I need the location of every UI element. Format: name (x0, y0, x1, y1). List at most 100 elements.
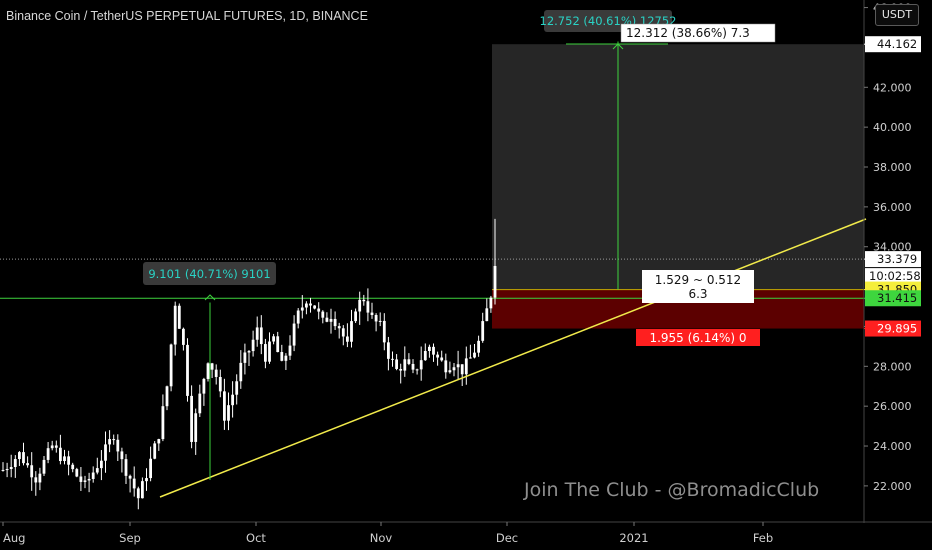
candle-body (79, 476, 83, 482)
ratio-label-line1: 1.529 ~ 0.512 (655, 273, 741, 287)
symbol-title: Binance Coin / TetherUS PERPETUAL FUTURE… (6, 9, 368, 23)
candle-body (46, 448, 50, 460)
candle-body (141, 481, 144, 499)
candle-body (206, 363, 210, 379)
candle-body (177, 305, 181, 329)
time-tick-label: Aug (3, 531, 25, 545)
candle-body (165, 386, 169, 407)
candle-body (112, 439, 116, 441)
price-badge-label-green: 31.415 (877, 291, 917, 305)
candle-body (67, 456, 70, 465)
candle-body (5, 469, 9, 471)
candle-body (374, 315, 378, 322)
measure-2-arrow (612, 43, 624, 50)
candle-body (378, 320, 382, 322)
candle-body (30, 465, 34, 478)
price-badge-label-stop: 29.895 (877, 322, 917, 336)
candle-body (239, 362, 243, 382)
candle-body (136, 488, 140, 499)
measure-1-label: 9.101 (40.71%) 9101 (148, 267, 270, 281)
candle-body (428, 346, 431, 351)
target-label-box (620, 23, 776, 43)
ascending-trendline (159, 218, 867, 498)
candle-body (116, 439, 120, 452)
candle-body (464, 358, 468, 375)
price-badge-current (865, 251, 921, 268)
candle-body (485, 308, 489, 322)
candle-body (182, 328, 185, 345)
candle-body (149, 458, 152, 479)
candle-body (161, 406, 165, 440)
candle-body (391, 358, 394, 360)
candle-body (9, 467, 13, 470)
candle-body (341, 328, 345, 337)
candle-body (91, 472, 95, 479)
currency-button[interactable]: USDT (875, 4, 919, 26)
candle-body (34, 477, 38, 483)
candle-body (399, 368, 403, 371)
candle-body (362, 299, 366, 302)
candle-body (124, 459, 128, 476)
price-tick-label: 26.000 (873, 400, 912, 413)
candle-body (251, 339, 255, 352)
candle-body (354, 311, 357, 322)
candle-body (104, 444, 107, 461)
candle-body (153, 443, 157, 459)
candle-body (259, 327, 263, 345)
candle-body (22, 452, 25, 464)
stop-label-box (636, 329, 760, 346)
target-zone (492, 44, 864, 290)
candle-body (288, 345, 292, 356)
candles (1, 262, 497, 510)
price-badge-label-current: 33.379 (877, 252, 917, 266)
candle-body (309, 303, 312, 306)
candle-body (157, 439, 161, 444)
candle-body (214, 369, 218, 377)
candle-body (300, 307, 304, 311)
candle-body (419, 360, 423, 370)
candle-body (186, 344, 189, 396)
candle-body (83, 480, 87, 482)
candle-body (305, 303, 308, 308)
candle-body (173, 305, 177, 345)
candle-body (223, 391, 226, 421)
candle-body (350, 321, 353, 342)
candle-body (235, 381, 239, 395)
candle-body (321, 311, 325, 318)
candle-body (366, 301, 370, 313)
candle-body (18, 452, 21, 460)
candle-body (75, 469, 79, 477)
candle-body (71, 464, 75, 470)
candle-body (489, 297, 493, 309)
ratio-label-line2: 6.3 (688, 287, 707, 301)
candle-body (198, 393, 202, 414)
candle-body (264, 344, 267, 362)
price-tick-label: 36.000 (873, 201, 912, 214)
candle-body (59, 447, 62, 462)
candle-body (440, 357, 444, 361)
candle-body (317, 308, 321, 312)
price-badge-countdown (865, 268, 921, 285)
candle-body (358, 299, 362, 312)
candle-body (218, 376, 222, 392)
candle-body (415, 369, 419, 371)
candle-body (95, 468, 99, 473)
candle-body (13, 459, 17, 468)
candle-body (87, 478, 91, 481)
time-tick-label: Sep (119, 531, 141, 545)
candle-body (169, 344, 173, 387)
candle-body (1, 469, 5, 471)
ratio-label-box (642, 270, 754, 303)
candle-body (108, 439, 111, 445)
candle-body (423, 350, 427, 361)
time-tick-label: Nov (370, 531, 393, 545)
candle-body (452, 367, 456, 371)
candle-body (26, 463, 29, 466)
candle-body (284, 355, 288, 361)
candle-body (202, 378, 206, 394)
candle-body (444, 360, 448, 373)
measure-1-arrow (204, 294, 216, 301)
price-badge-tp (865, 36, 921, 53)
